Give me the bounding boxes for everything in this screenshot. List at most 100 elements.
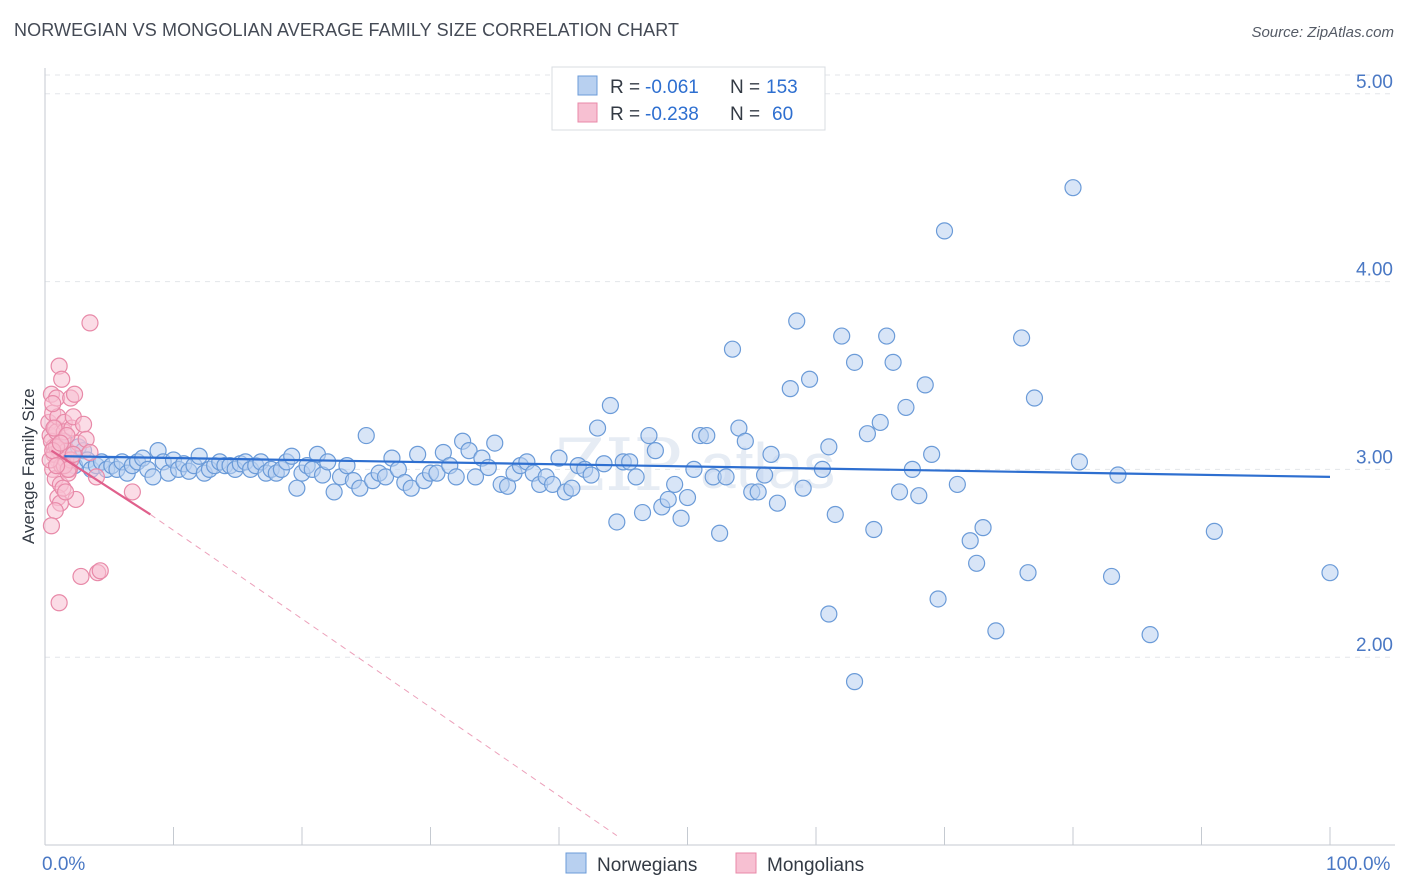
- mongolian-point: [51, 434, 70, 452]
- norwegian-point: [762, 445, 780, 463]
- norwegian-point: [1012, 329, 1031, 347]
- norwegian-point: [646, 442, 664, 460]
- norwegian-point: [826, 505, 844, 524]
- norwegian-point: [283, 447, 301, 465]
- norwegian-point: [685, 460, 703, 478]
- mongolian-point: [47, 457, 66, 475]
- norwegian-point: [1205, 522, 1223, 540]
- mongolian-point: [81, 443, 99, 462]
- x-tick-label-right: 100.0%: [1326, 854, 1391, 875]
- norwegian-point: [845, 353, 864, 371]
- norwegian-point: [935, 222, 954, 240]
- norwegian-point: [144, 468, 162, 486]
- norwegian-point: [1019, 564, 1037, 582]
- norwegian-point: [723, 340, 742, 358]
- stats-n-label-2: N =: [730, 104, 760, 125]
- norwegian-point: [479, 458, 497, 477]
- norwegian-point: [865, 520, 883, 539]
- norwegian-point: [357, 426, 375, 445]
- norwegian-point: [878, 327, 896, 345]
- norwegian-point: [871, 413, 889, 432]
- y-axis-title: Average Family Size: [19, 388, 38, 544]
- mongolian-point: [50, 594, 68, 612]
- legend-label-mongolians: Mongolians: [767, 855, 864, 876]
- legend-label-norwegians: Norwegians: [597, 855, 697, 876]
- stats-n-value-1: 153: [766, 77, 798, 98]
- norwegian-point: [858, 425, 877, 443]
- mongolian-point: [81, 314, 99, 332]
- norwegian-point: [897, 398, 915, 417]
- mongolian-point: [87, 468, 106, 486]
- norwegian-point: [1141, 626, 1159, 644]
- norwegian-point: [601, 396, 620, 415]
- stats-n-label-1: N =: [730, 77, 760, 98]
- norwegian-point: [890, 483, 909, 501]
- mongolian-point: [42, 517, 61, 535]
- norwegian-point: [768, 494, 787, 512]
- norwegian-point: [319, 453, 337, 471]
- norwegian-point: [376, 468, 395, 486]
- norwegian-point: [563, 479, 581, 497]
- series-legend: Norwegians Mongolians: [565, 852, 864, 876]
- stats-swatch-norwegians: [577, 75, 598, 96]
- mongolian-trend-line: [50, 449, 151, 516]
- x-tick-label-left: 0.0%: [42, 854, 85, 875]
- norwegian-point: [447, 468, 465, 486]
- legend-swatch-norwegians: [565, 852, 587, 874]
- norwegian-point: [402, 479, 420, 497]
- mongolian-point: [91, 562, 109, 580]
- norwegian-point: [678, 488, 697, 507]
- norwegian-point: [987, 622, 1005, 640]
- norwegian-point: [820, 605, 838, 623]
- norwegian-point: [781, 380, 799, 398]
- norwegian-point: [916, 376, 934, 394]
- norwegian-point: [325, 483, 343, 501]
- stats-r-label-2: R =: [610, 104, 640, 125]
- mongolian-point: [45, 419, 63, 437]
- norwegian-point: [968, 554, 986, 572]
- stats-r-value-2: -0.238: [645, 104, 699, 125]
- mongolian-point: [53, 370, 71, 388]
- norwegian-point: [1070, 453, 1089, 471]
- legend-swatch-mongolians: [735, 852, 757, 874]
- y-tick-label: 4.00: [1356, 260, 1393, 281]
- norwegian-trend-line: [64, 455, 1331, 479]
- norwegian-point: [755, 466, 774, 484]
- stats-swatch-mongolians: [577, 102, 598, 123]
- chart-source: Source: ZipAtlas.com: [1251, 24, 1394, 41]
- norwegian-point: [1109, 466, 1127, 484]
- norwegian-point: [717, 468, 735, 486]
- norwegian-point: [820, 438, 838, 456]
- norwegian-point: [974, 519, 992, 537]
- norwegian-point: [608, 513, 626, 531]
- norwegian-point: [884, 353, 902, 371]
- norwegian-point: [627, 468, 645, 486]
- norwegian-point: [543, 475, 562, 494]
- norwegian-point: [486, 434, 504, 452]
- norwegian-point: [1025, 389, 1044, 407]
- grid-lines: 2.00 3.00 4.00 5.00: [45, 72, 1395, 658]
- mongolian-point: [64, 445, 82, 463]
- norwegian-point: [833, 327, 851, 345]
- y-tick-label: 2.00: [1356, 635, 1393, 656]
- mongolian-point: [74, 415, 93, 433]
- norwegian-point: [800, 370, 819, 388]
- mongolian-point: [123, 483, 141, 501]
- mongolian-trend-extension: [150, 514, 618, 837]
- norwegian-point: [698, 426, 716, 445]
- norwegian-point: [190, 447, 208, 465]
- norwegian-point: [595, 455, 613, 473]
- norwegian-point: [428, 464, 446, 482]
- norwegian-point: [1064, 179, 1082, 197]
- norwegian-point: [749, 483, 767, 501]
- y-tick-label: 5.00: [1356, 72, 1393, 93]
- norwegian-point: [1321, 564, 1339, 582]
- mongolian-point: [46, 502, 64, 520]
- norwegian-point: [633, 503, 652, 522]
- norwegian-point: [460, 442, 478, 460]
- norwegian-point: [466, 468, 485, 486]
- data-points: [40, 179, 1339, 691]
- norwegian-point: [1102, 567, 1121, 586]
- norwegian-point: [621, 453, 639, 471]
- norwegian-point: [640, 426, 658, 445]
